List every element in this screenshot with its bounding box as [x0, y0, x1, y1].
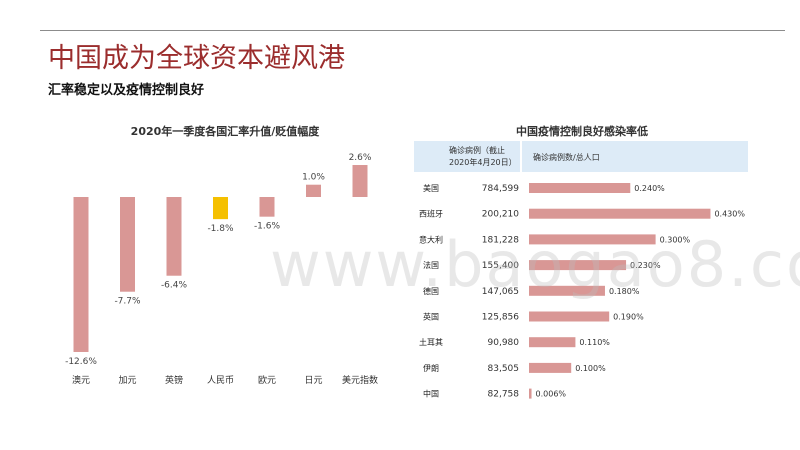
- table-rate-label-4: 0.180%: [609, 287, 640, 296]
- fx-value-label-3: -1.8%: [207, 224, 234, 234]
- table-header-bg: [414, 141, 748, 172]
- table-rate-bar-8: [529, 388, 532, 399]
- fx-bar-0: [73, 197, 89, 352]
- header-divider: [40, 30, 785, 31]
- fx-bar-2: [166, 197, 182, 276]
- table-rate-label-8: 0.006%: [536, 390, 567, 399]
- table-cases-3: 155,400: [482, 261, 519, 271]
- fx-category-label-2: 英镑: [165, 374, 183, 386]
- table-cases-1: 200,210: [482, 210, 519, 220]
- fx-chart-title: 2020年一季度各国汇率升值/贬值幅度: [130, 125, 320, 138]
- table-country-6: 土耳其: [419, 337, 443, 347]
- table-country-2: 意大利: [419, 234, 443, 244]
- table-rate-bar-5: [529, 311, 610, 322]
- table-header-cases-line2: 2020年4月20日）: [449, 157, 517, 167]
- table-cases-7: 83,505: [488, 364, 520, 374]
- fx-bar-6: [352, 165, 368, 197]
- table-rate-label-7: 0.100%: [575, 364, 606, 373]
- fx-bar-3: [213, 197, 228, 220]
- fx-value-label-4: -1.6%: [254, 222, 281, 232]
- fx-category-label-4: 欧元: [258, 374, 276, 386]
- fx-value-label-1: -7.7%: [114, 297, 141, 307]
- table-header-rate: 确诊病例数/总人口: [533, 152, 600, 162]
- table-rate-bar-6: [529, 337, 576, 348]
- fx-bar-5: [306, 184, 321, 197]
- fx-category-label-3: 人民币: [207, 375, 234, 386]
- table-country-3: 法国: [423, 260, 439, 270]
- table-country-7: 伊朗: [423, 363, 439, 373]
- table-cases-2: 181,228: [482, 235, 519, 245]
- fx-value-label-6: 2.6%: [349, 153, 372, 163]
- fx-category-label-0: 澳元: [72, 374, 90, 386]
- table-rate-bar-4: [529, 285, 605, 296]
- table-cases-8: 82,758: [488, 390, 520, 400]
- table-header-cases-line1: 确诊病例（截止: [449, 145, 505, 155]
- table-rate-bar-7: [529, 362, 572, 373]
- table-rate-label-1: 0.430%: [714, 210, 745, 219]
- fx-value-label-2: -6.4%: [161, 281, 188, 291]
- fx-value-label-0: -12.6%: [65, 357, 97, 367]
- fx-category-label-6: 美元指数: [342, 374, 378, 386]
- fx-value-label-5: 1.0%: [302, 173, 325, 183]
- table-rate-label-2: 0.300%: [660, 235, 691, 244]
- table-rate-label-0: 0.240%: [634, 184, 665, 193]
- table-rate-label-5: 0.190%: [613, 313, 644, 322]
- table-rate-label-3: 0.230%: [630, 261, 661, 270]
- fx-category-label-1: 加元: [118, 375, 136, 386]
- table-rate-bar-2: [529, 234, 656, 245]
- fx-category-label-5: 日元: [304, 375, 322, 386]
- table-country-8: 中国: [423, 389, 439, 399]
- table-rate-bar-3: [529, 260, 627, 271]
- table-cases-6: 90,980: [488, 338, 520, 348]
- table-country-4: 德国: [423, 286, 439, 296]
- page-subtitle: 汇率稳定以及疫情控制良好: [48, 83, 205, 98]
- table-rate-bar-1: [529, 208, 711, 219]
- table-rate-label-6: 0.110%: [579, 338, 610, 347]
- table-country-1: 西班牙: [419, 209, 443, 219]
- table-rate-bar-0: [529, 183, 631, 193]
- table-cases-4: 147,065: [482, 287, 519, 297]
- fx-bar-1: [120, 197, 135, 292]
- page-title: 中国成为全球资本避风港: [48, 43, 345, 74]
- table-country-5: 英国: [423, 312, 439, 322]
- table-country-0: 美国: [423, 183, 439, 193]
- fx-bar-4: [259, 197, 275, 217]
- table-cases-5: 125,856: [482, 313, 519, 323]
- covid-table-title: 中国疫情控制良好感染率低: [516, 125, 648, 138]
- table-cases-0: 784,599: [482, 184, 519, 194]
